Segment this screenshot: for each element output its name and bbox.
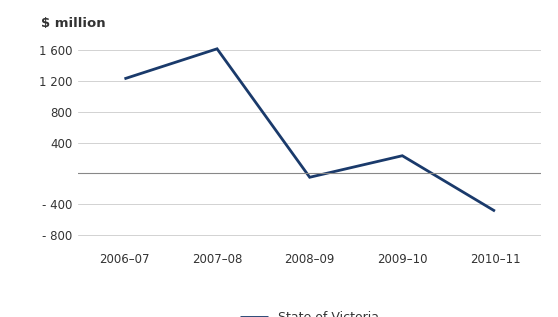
Text: $ million: $ million <box>41 17 105 30</box>
State of Victoria <box>121 77 128 81</box>
State of Victoria <box>306 175 313 179</box>
State of Victoria <box>492 209 498 213</box>
State of Victoria <box>399 154 406 158</box>
Legend: State of Victoria: State of Victoria <box>235 306 384 317</box>
Line: State of Victoria: State of Victoria <box>124 49 495 211</box>
State of Victoria <box>214 47 220 51</box>
